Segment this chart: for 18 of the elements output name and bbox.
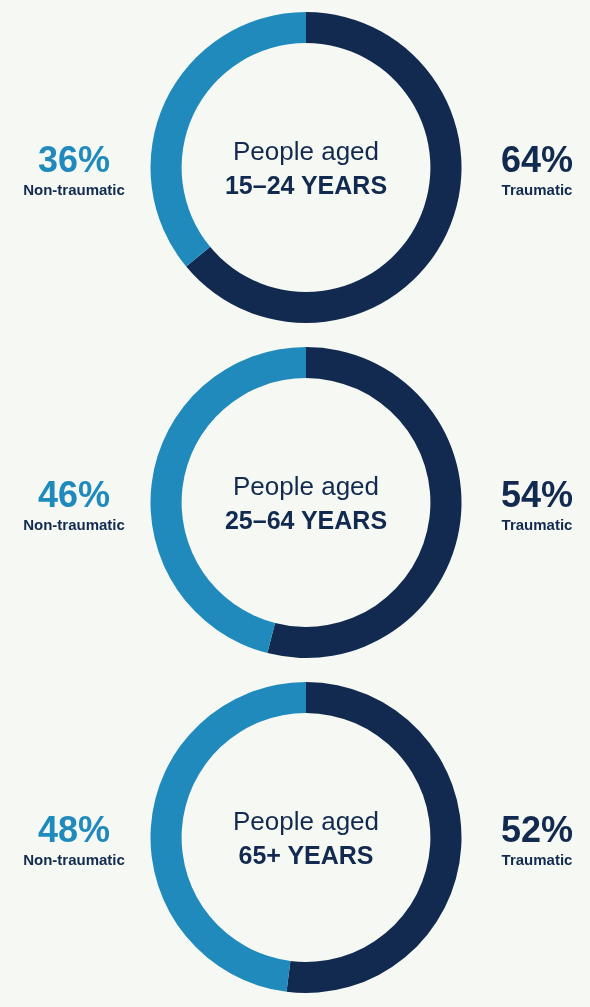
text: People aged <box>232 135 380 166</box>
slice-label: Non-traumatic <box>23 180 125 198</box>
data-label: 46% <box>37 473 111 515</box>
slice-label: Non-traumatic <box>23 850 125 868</box>
slice-label: Traumatic <box>501 850 573 868</box>
text: 65+ YEARS <box>238 840 374 869</box>
data-label: 52% <box>500 808 574 850</box>
slice-label: Non-traumatic <box>23 515 125 533</box>
text: 15–24 YEARS <box>224 170 388 199</box>
text: People aged <box>232 805 380 836</box>
data-label: 64% <box>500 138 574 180</box>
slice-label: Traumatic <box>501 515 573 533</box>
data-label: 36% <box>37 138 111 180</box>
text: 25–64 YEARS <box>224 505 388 534</box>
data-label: 48% <box>37 808 111 850</box>
slice-label: Traumatic <box>501 180 573 198</box>
text: People aged <box>232 470 380 501</box>
data-label: 54% <box>500 473 574 515</box>
